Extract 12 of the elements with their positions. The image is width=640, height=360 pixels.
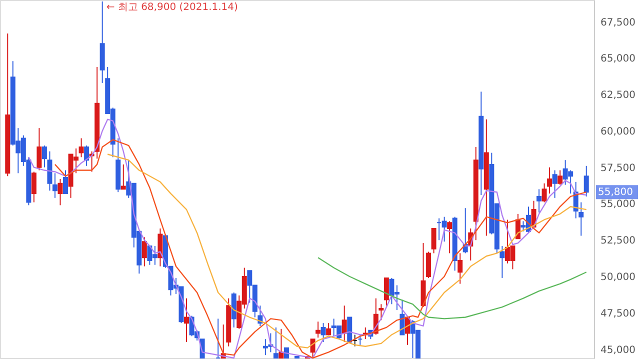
y-tick-label: 60,000 [600,126,636,138]
annotation: ← 최고 68,900 (2021.1.14) [106,2,238,13]
y-tick-label: 57,500 [600,162,636,174]
y-tick-label: 65,000 [600,54,636,65]
y-tick-label: 50,000 [600,272,636,284]
y-tick-label: 52,500 [600,236,636,247]
y-tick-label: 62,500 [600,90,636,102]
y-tick-label: 47,500 [600,308,636,320]
y-tick-label: 67,500 [600,17,636,28]
y-tick-label: 45,000 [600,344,636,356]
y-tick-label: 55,000 [600,199,636,210]
text: 55,800 [598,187,633,198]
